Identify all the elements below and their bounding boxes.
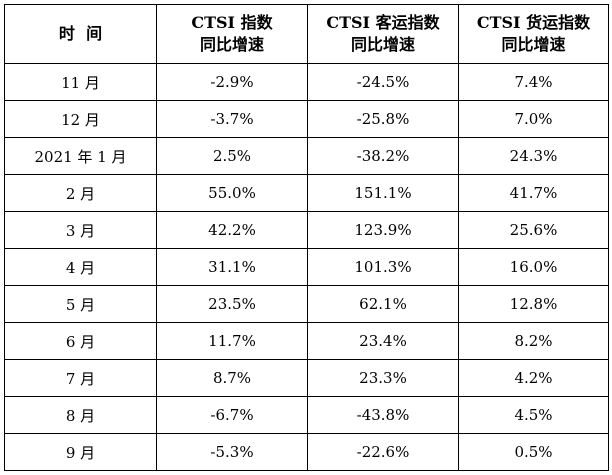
header-time-label: 时 间 (58, 24, 103, 43)
header-ctsi-passenger-index: CTSI 客运指数 同比增速 (307, 4, 459, 64)
cell-time: 5 月 (4, 285, 157, 323)
cell-ctsi-passenger: -43.8% (307, 396, 459, 434)
header-time: 时 间 (4, 4, 157, 64)
cell-ctsi-passenger: -24.5% (307, 63, 459, 101)
cell-ctsi-freight: 24.3% (458, 137, 609, 175)
cell-ctsi-passenger: 23.4% (307, 322, 459, 360)
header-ctsi-index-line2: 同比增速 (199, 35, 264, 54)
cell-ctsi-index: 55.0% (156, 174, 308, 212)
cell-ctsi-passenger: 123.9% (307, 211, 459, 249)
cell-ctsi-index: -5.3% (156, 433, 308, 471)
cell-time: 6 月 (4, 322, 157, 360)
cell-ctsi-passenger: 151.1% (307, 174, 459, 212)
cell-ctsi-freight: 4.2% (458, 359, 609, 397)
cell-ctsi-passenger: -22.6% (307, 433, 459, 471)
cell-ctsi-freight: 4.5% (458, 396, 609, 434)
cell-ctsi-freight: 7.0% (458, 100, 609, 138)
table-row: 3 月 42.2% 123.9% 25.6% (4, 211, 609, 249)
cell-time: 9 月 (4, 433, 157, 471)
cell-ctsi-freight: 12.8% (458, 285, 609, 323)
header-ctsi-freight-line1: CTSI 货运指数 (476, 13, 591, 32)
cell-time: 4 月 (4, 248, 157, 286)
cell-time: 8 月 (4, 396, 157, 434)
cell-ctsi-index: 42.2% (156, 211, 308, 249)
table-row: 6 月 11.7% 23.4% 8.2% (4, 322, 609, 360)
cell-ctsi-freight: 16.0% (458, 248, 609, 286)
cell-time: 2 月 (4, 174, 157, 212)
ctsi-growth-table: 时 间 CTSI 指数 同比增速 CTSI 客运指数 同比增速 CTSI 货运指… (4, 4, 609, 471)
table-row: 8 月 -6.7% -43.8% 4.5% (4, 396, 609, 434)
header-ctsi-index: CTSI 指数 同比增速 (156, 4, 308, 64)
cell-ctsi-index: -6.7% (156, 396, 308, 434)
header-ctsi-index-line1: CTSI 指数 (191, 13, 273, 32)
table-row: 12 月 -3.7% -25.8% 7.0% (4, 100, 609, 138)
cell-ctsi-passenger: 101.3% (307, 248, 459, 286)
cell-ctsi-passenger: -25.8% (307, 100, 459, 138)
table-row: 5 月 23.5% 62.1% 12.8% (4, 285, 609, 323)
table-row: 9 月 -5.3% -22.6% 0.5% (4, 433, 609, 471)
cell-ctsi-index: 23.5% (156, 285, 308, 323)
header-ctsi-freight-line2: 同比增速 (501, 35, 566, 54)
cell-time: 12 月 (4, 100, 157, 138)
cell-time: 2021 年 1 月 (4, 137, 157, 175)
cell-ctsi-freight: 0.5% (458, 433, 609, 471)
cell-ctsi-passenger: 23.3% (307, 359, 459, 397)
cell-ctsi-index: 8.7% (156, 359, 308, 397)
table-row: 11 月 -2.9% -24.5% 7.4% (4, 63, 609, 101)
table-header: 时 间 CTSI 指数 同比增速 CTSI 客运指数 同比增速 CTSI 货运指… (4, 4, 609, 64)
header-ctsi-freight-index: CTSI 货运指数 同比增速 (458, 4, 609, 64)
table-row: 7 月 8.7% 23.3% 4.2% (4, 359, 609, 397)
cell-time: 7 月 (4, 359, 157, 397)
cell-time: 3 月 (4, 211, 157, 249)
cell-ctsi-freight: 25.6% (458, 211, 609, 249)
cell-ctsi-index: -2.9% (156, 63, 308, 101)
ctsi-table-container: 时 间 CTSI 指数 同比增速 CTSI 客运指数 同比增速 CTSI 货运指… (4, 4, 609, 471)
table-body: 11 月 -2.9% -24.5% 7.4% 12 月 -3.7% -25.8%… (4, 63, 609, 471)
cell-time: 11 月 (4, 63, 157, 101)
cell-ctsi-index: 31.1% (156, 248, 308, 286)
cell-ctsi-freight: 8.2% (458, 322, 609, 360)
cell-ctsi-passenger: -38.2% (307, 137, 459, 175)
table-row: 2021 年 1 月 2.5% -38.2% 24.3% (4, 137, 609, 175)
cell-ctsi-index: 11.7% (156, 322, 308, 360)
cell-ctsi-freight: 41.7% (458, 174, 609, 212)
table-row: 4 月 31.1% 101.3% 16.0% (4, 248, 609, 286)
cell-ctsi-passenger: 62.1% (307, 285, 459, 323)
header-row: 时 间 CTSI 指数 同比增速 CTSI 客运指数 同比增速 CTSI 货运指… (4, 4, 609, 64)
cell-ctsi-freight: 7.4% (458, 63, 609, 101)
table-row: 2 月 55.0% 151.1% 41.7% (4, 174, 609, 212)
header-ctsi-passenger-line1: CTSI 客运指数 (326, 13, 440, 32)
cell-ctsi-index: 2.5% (156, 137, 308, 175)
cell-ctsi-index: -3.7% (156, 100, 308, 138)
header-ctsi-passenger-line2: 同比增速 (350, 35, 415, 54)
